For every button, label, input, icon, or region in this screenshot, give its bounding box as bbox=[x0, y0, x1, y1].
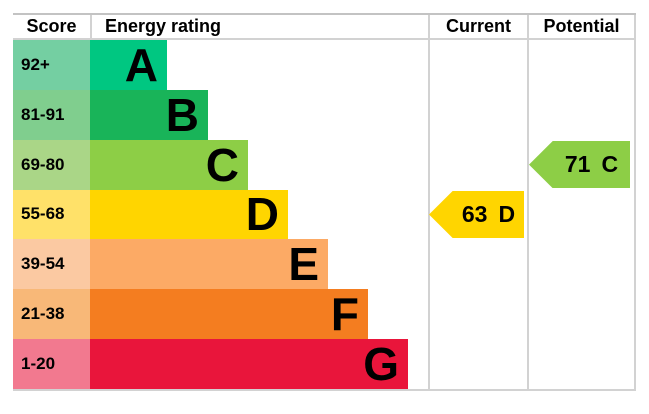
score-range-d: 55-68 bbox=[13, 189, 90, 240]
band-row-d: 55-68 D bbox=[13, 188, 636, 241]
band-row-e: 39-54 E bbox=[13, 238, 636, 291]
epc-chart: Score Energy rating Current Potential 92… bbox=[13, 13, 636, 391]
band-row-b: 81-91 B bbox=[13, 88, 636, 141]
potential-rating-arrow: 71 C bbox=[529, 140, 630, 189]
potential-rating-letter: C bbox=[601, 151, 619, 178]
rating-bar-g: G bbox=[90, 339, 408, 389]
rating-bar-b: B bbox=[90, 88, 208, 141]
rating-bar-a: A bbox=[90, 40, 167, 90]
rating-letter-c: C bbox=[205, 138, 239, 191]
current-column-divider bbox=[428, 40, 430, 389]
chart-header-row: Score Energy rating Current Potential bbox=[13, 13, 636, 40]
rating-bar-d: D bbox=[90, 188, 288, 241]
rating-letter-e: E bbox=[288, 238, 319, 291]
band-row-f: 21-38 F bbox=[13, 288, 636, 341]
band-row-a: 92+ A bbox=[13, 40, 636, 90]
current-column-header: Current bbox=[428, 15, 527, 38]
score-range-f: 21-38 bbox=[13, 289, 90, 340]
potential-column-header: Potential bbox=[527, 15, 636, 38]
rating-letter-b: B bbox=[165, 88, 199, 141]
score-column-header: Score bbox=[26, 16, 77, 36]
rating-letter-d: D bbox=[245, 188, 279, 241]
potential-rating-value: 71 bbox=[564, 151, 591, 178]
rating-bar-c: C bbox=[90, 138, 248, 191]
score-range-c: 69-80 bbox=[13, 139, 90, 190]
potential-column-divider bbox=[527, 40, 529, 389]
rating-bar-f: F bbox=[90, 288, 368, 341]
score-range-a: 92+ bbox=[13, 40, 90, 90]
chart-right-border bbox=[634, 40, 636, 389]
rating-letter-g: G bbox=[363, 337, 399, 390]
current-rating-letter: D bbox=[498, 200, 516, 227]
band-row-c: 69-80 C bbox=[13, 138, 636, 191]
rating-letter-a: A bbox=[124, 38, 158, 91]
score-range-g: 1-20 bbox=[13, 339, 90, 389]
energy-rating-column-header: Energy rating bbox=[90, 15, 428, 38]
rating-letter-f: F bbox=[330, 288, 359, 341]
score-range-e: 39-54 bbox=[13, 239, 90, 290]
chart-bottom-border bbox=[13, 389, 636, 391]
current-rating-value: 63 bbox=[461, 200, 488, 227]
band-row-g: 1-20 G bbox=[13, 339, 636, 389]
rating-bands: 92+ A 81-91 B 69-80 C 55-68 bbox=[13, 40, 636, 391]
score-range-b: 81-91 bbox=[13, 89, 90, 140]
rating-bar-e: E bbox=[90, 238, 328, 291]
